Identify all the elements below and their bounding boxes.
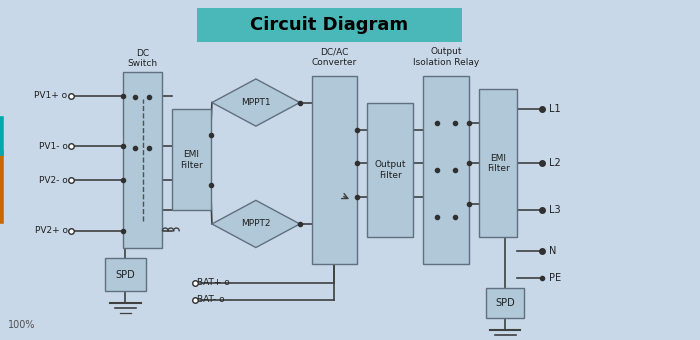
FancyBboxPatch shape [486,288,524,318]
Text: PV1+ o: PV1+ o [34,91,68,100]
FancyBboxPatch shape [312,75,357,265]
Text: SPD: SPD [496,298,515,308]
Polygon shape [212,200,300,248]
Text: DC/AC
Converter: DC/AC Converter [312,47,357,67]
Text: Circuit Diagram: Circuit Diagram [250,16,408,34]
Text: EMI
Filter: EMI Filter [180,150,203,170]
FancyBboxPatch shape [424,75,468,265]
Polygon shape [212,79,300,126]
Text: L3: L3 [549,205,560,216]
Text: BAT+ o: BAT+ o [197,278,230,287]
Text: PV2- o: PV2- o [39,176,68,185]
FancyBboxPatch shape [104,258,146,291]
Text: L2: L2 [549,158,561,168]
Text: MPPT2: MPPT2 [241,219,271,228]
Text: PE: PE [549,273,561,283]
Text: Output
Filter: Output Filter [374,160,406,180]
FancyBboxPatch shape [479,89,517,237]
FancyBboxPatch shape [368,103,413,237]
Text: BAT- o: BAT- o [197,295,224,304]
Text: DC
Switch: DC Switch [127,49,158,68]
Text: PV2+ o: PV2+ o [34,226,68,235]
Text: 100%: 100% [8,320,36,330]
Text: Output
Isolation Relay: Output Isolation Relay [413,47,479,67]
Text: MPPT1: MPPT1 [241,98,271,107]
Text: L1: L1 [549,104,560,114]
FancyBboxPatch shape [172,109,211,210]
Text: PV1- o: PV1- o [38,142,68,151]
Text: SPD: SPD [116,270,135,279]
FancyBboxPatch shape [123,72,162,248]
Text: N: N [549,246,556,256]
Text: EMI
Filter: EMI Filter [486,154,510,173]
FancyBboxPatch shape [197,8,461,42]
